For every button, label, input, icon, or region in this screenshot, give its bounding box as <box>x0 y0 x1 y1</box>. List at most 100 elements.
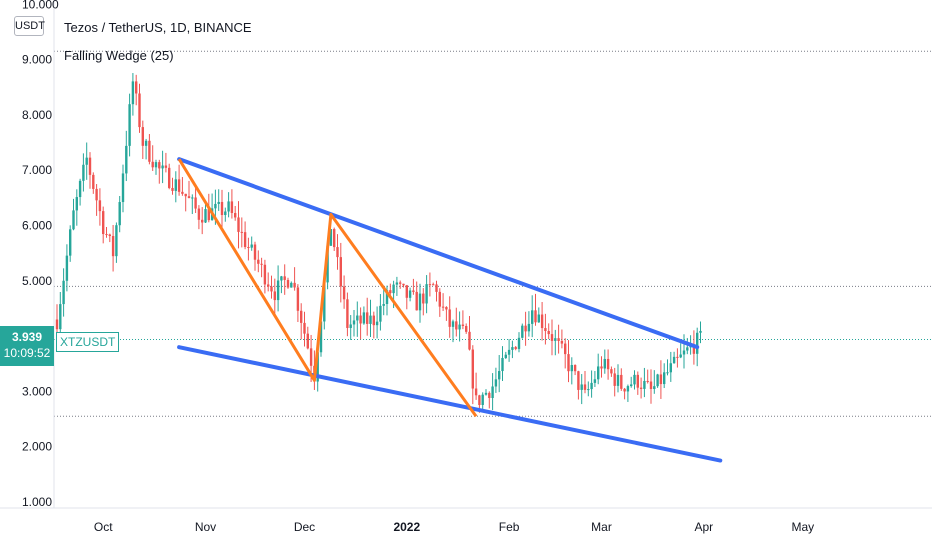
candle-body <box>534 310 537 323</box>
candle-body <box>639 387 643 389</box>
candle-body <box>570 365 573 372</box>
candle-body <box>352 320 356 325</box>
candle-body <box>448 309 451 327</box>
currency-unit-badge[interactable]: USDT <box>14 16 45 36</box>
candle-body <box>676 356 679 358</box>
candle-body <box>65 255 69 281</box>
candle-body <box>583 384 587 390</box>
x-tick-label: Nov <box>195 520 216 534</box>
candle-body <box>125 145 128 174</box>
candle-body <box>214 203 217 209</box>
candle-body <box>656 374 659 387</box>
candle-body <box>102 211 105 235</box>
y-tick-label: 3.000 <box>22 384 52 398</box>
candle-body <box>672 356 676 364</box>
candle-body <box>540 314 544 329</box>
candle-body <box>478 395 481 405</box>
candle-body <box>161 165 164 169</box>
indicator-label[interactable]: Falling Wedge (25) <box>64 48 174 63</box>
candle-body <box>666 372 669 374</box>
candle-body <box>613 373 616 386</box>
price-axis[interactable]: 1.0002.0003.0004.0005.0006.0007.0008.000… <box>22 0 59 509</box>
candle-body <box>290 282 293 288</box>
candle-body <box>237 217 240 232</box>
candle-body <box>227 201 230 212</box>
candles <box>55 73 702 413</box>
candle-body <box>250 244 253 248</box>
candle-body <box>342 286 346 300</box>
y-tick-label: 1.000 <box>22 495 52 509</box>
x-tick-label: 2022 <box>393 520 420 534</box>
candle-body <box>517 337 521 349</box>
candle-body <box>696 332 699 354</box>
x-tick-label: May <box>791 520 814 534</box>
horizontal-levels <box>54 50 932 417</box>
candle-body <box>257 259 260 264</box>
candle-body <box>616 374 620 386</box>
candle-body <box>547 331 550 335</box>
candle-body <box>108 234 111 237</box>
candle-body <box>524 325 527 332</box>
y-tick-label: 8.000 <box>22 108 52 122</box>
y-tick-label: 6.000 <box>22 219 52 233</box>
candle-body <box>356 315 359 321</box>
candle-body <box>366 312 369 324</box>
x-tick-label: Oct <box>94 520 113 534</box>
candle-body <box>372 315 375 326</box>
time-axis[interactable]: Oct Nov Dec 2022 Feb Mar Apr May <box>94 520 814 534</box>
candle-body <box>138 93 141 128</box>
y-tick-label: 7.000 <box>22 163 52 177</box>
candle-body <box>276 280 280 301</box>
candle-body <box>412 290 415 292</box>
candle-body <box>636 374 639 388</box>
candle-body <box>184 193 187 197</box>
y-tick-label: 2.000 <box>22 440 52 454</box>
candle-body <box>603 358 606 369</box>
candle-body <box>234 213 237 218</box>
candle-body <box>207 209 210 221</box>
candle-body <box>564 343 567 355</box>
x-tick-label: Feb <box>499 520 520 534</box>
zigzag-line <box>177 158 478 418</box>
candle-body <box>428 284 432 286</box>
candle-body <box>567 354 570 372</box>
candle-body <box>95 188 98 201</box>
candle-body <box>501 357 504 372</box>
candle-body <box>620 374 623 389</box>
x-tick-label: Dec <box>294 520 315 534</box>
candle-body <box>554 338 557 341</box>
candle-body <box>679 354 682 358</box>
candle-body <box>168 167 171 188</box>
candle-body <box>283 276 286 280</box>
candle-body <box>135 81 138 94</box>
candle-body <box>531 310 534 324</box>
candle-body <box>521 325 524 338</box>
candle-body <box>550 334 554 341</box>
candle-body <box>395 282 399 285</box>
candle-body <box>481 394 484 405</box>
candle-body <box>560 340 564 344</box>
candle-body <box>389 290 392 294</box>
candle-body <box>408 290 412 298</box>
candle-body <box>201 219 204 223</box>
candle-body <box>359 315 362 324</box>
candle-body <box>181 191 184 194</box>
wedge-lower-line <box>177 345 723 463</box>
candle-body <box>293 282 296 288</box>
candle-body <box>336 247 339 258</box>
candle-body <box>349 324 352 328</box>
candle-body <box>514 347 517 349</box>
candle-body <box>646 380 649 382</box>
candle-body <box>382 304 385 306</box>
candle-body <box>306 333 309 349</box>
candle-body <box>194 197 197 209</box>
candle-body <box>362 312 366 324</box>
candle-body <box>498 371 501 380</box>
candle-body <box>633 374 636 385</box>
current-price-value: 3.939 <box>11 330 43 344</box>
candle-body <box>491 386 494 399</box>
candle-body <box>144 140 148 146</box>
candle-body <box>369 315 372 324</box>
chart-title: Tezos / TetherUS, 1D, BINANCE <box>64 20 252 35</box>
